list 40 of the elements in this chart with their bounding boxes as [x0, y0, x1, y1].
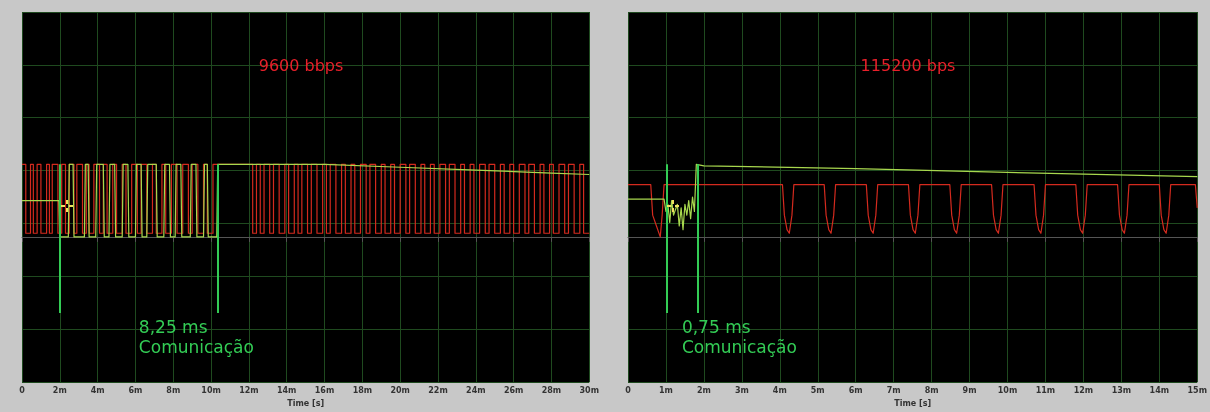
x-tick-label: 1m [659, 385, 673, 395]
x-tick-label: 26m [503, 385, 524, 395]
x-tick-label: 10m [997, 385, 1018, 395]
x-tick-label: 12m [239, 385, 259, 395]
x-tick-label: 20m [390, 385, 410, 395]
x-tick-label: 0 [625, 385, 632, 395]
x-tick-label: 14m [276, 385, 297, 395]
x-tick-label: 28m [541, 385, 562, 395]
chart-title: 9600 bbps [258, 55, 344, 75]
x-tick-label: 13m [1111, 385, 1132, 395]
x-tick-label: 9m [962, 385, 977, 395]
x-tick-label: 4m [90, 385, 105, 395]
x-tick-label: 10m [201, 385, 221, 395]
x-axis-title: Time [s] [894, 398, 932, 408]
chart-title: 115200 bps [860, 55, 956, 75]
x-tick-label: 16m [314, 385, 335, 395]
x-tick-label: 22m [428, 385, 448, 395]
text: Comunicação [681, 337, 797, 358]
text: Comunicação [138, 337, 254, 358]
x-tick-label: 6m [848, 385, 863, 395]
x-tick-label: 0 [19, 385, 26, 395]
x-tick-label: 5m [810, 385, 825, 395]
x-tick-label: 6m [128, 385, 143, 395]
x-tick-label: 14m [1149, 385, 1170, 395]
x-tick-label: 15m [1187, 385, 1207, 395]
text: 8,25 ms [138, 317, 208, 338]
x-tick-label: 18m [352, 385, 373, 395]
x-tick-label: 8m [924, 385, 939, 395]
x-tick-label: 24m [466, 385, 486, 395]
x-axis-title: Time [s] [287, 398, 325, 408]
x-tick-label: 7m [886, 385, 901, 395]
x-tick-label: 3m [734, 385, 749, 395]
x-tick-label: 30m [579, 385, 599, 395]
x-tick-label: 2m [696, 385, 711, 395]
x-tick-label: 4m [772, 385, 787, 395]
x-tick-label: 11m [1035, 385, 1056, 395]
x-tick-label: 12m [1073, 385, 1094, 395]
x-tick-label: 2m [52, 385, 67, 395]
text: 0,75 ms [681, 317, 751, 338]
x-tick-label: 8m [166, 385, 181, 395]
